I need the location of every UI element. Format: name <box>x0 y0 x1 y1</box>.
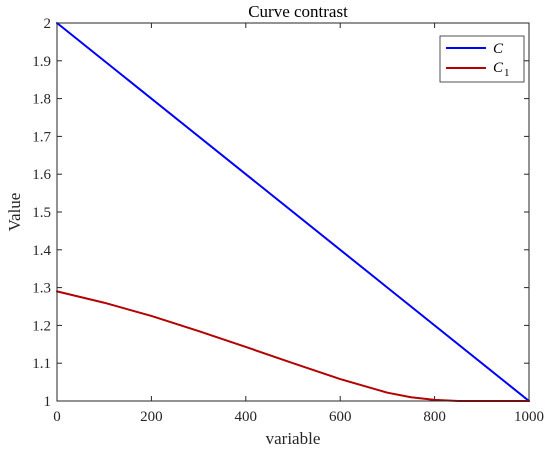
y-tick-label: 1.4 <box>32 243 51 259</box>
legend-label-c: C <box>493 41 504 57</box>
x-tick-label: 0 <box>53 409 61 425</box>
y-tick-labels: 1 1.1 1.2 1.3 1.4 1.5 1.6 1.7 1.8 1.9 2 <box>32 16 51 410</box>
y-axis-label: Value <box>5 193 24 232</box>
x-tick-label: 400 <box>235 409 258 425</box>
x-tick-label: 600 <box>329 409 352 425</box>
y-tick-label: 1.1 <box>32 356 51 372</box>
x-axis-label: variable <box>266 429 321 448</box>
y-tick-label: 1.7 <box>32 129 51 145</box>
y-tick-label: 1.5 <box>32 205 51 221</box>
series-line-c <box>56 22 530 402</box>
x-tick-label: 200 <box>140 409 163 425</box>
x-tick-label: 800 <box>423 409 446 425</box>
y-tick-label: 1.9 <box>32 54 51 70</box>
y-tick-label: 1.3 <box>32 281 51 297</box>
y-tick-label: 2 <box>44 16 52 32</box>
plot-frame <box>56 22 530 402</box>
y-tick-label: 1.6 <box>32 167 51 183</box>
legend-label-c1: C1 <box>493 60 510 79</box>
x-tick-labels: 0 200 400 600 800 1000 <box>53 409 544 425</box>
y-tick-label: 1.2 <box>32 318 51 334</box>
y-tick-label: 1 <box>44 394 52 410</box>
chart-title: Curve contrast <box>248 2 348 21</box>
legend-box <box>439 35 525 83</box>
x-tick-label: 1000 <box>514 409 544 425</box>
legend-label-c1-subscript: 1 <box>504 67 510 79</box>
legend: C C1 <box>439 35 525 83</box>
y-tick-label: 1.8 <box>32 92 51 108</box>
legend-label-c1-base: C <box>493 60 504 76</box>
